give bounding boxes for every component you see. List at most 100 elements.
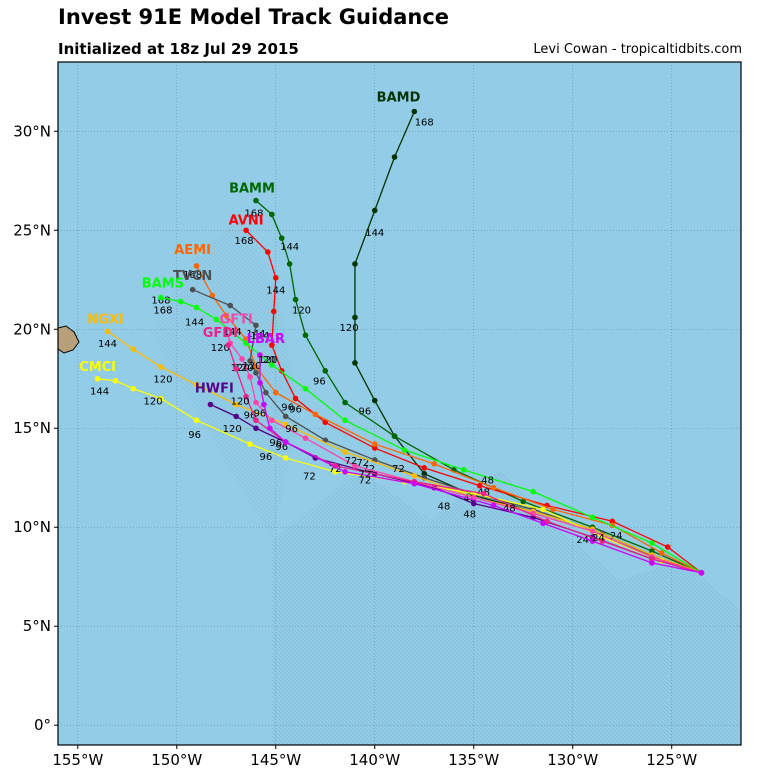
track-point: [649, 556, 655, 562]
track-point: [599, 538, 606, 544]
track-line: [255, 200, 702, 574]
forecast-hour-label: 144: [90, 387, 109, 398]
track-point: [589, 528, 596, 534]
y-tick-label: 0°: [34, 716, 51, 734]
track-point: [421, 465, 428, 471]
track-point: [391, 154, 398, 160]
track-point: [421, 470, 428, 477]
track-point: [253, 197, 259, 204]
forecast-hour-label: 48: [438, 501, 451, 512]
track-point: [269, 417, 275, 424]
track-point: [233, 366, 239, 372]
track-point: [193, 417, 200, 424]
track-point: [476, 482, 483, 489]
track-point: [193, 263, 200, 269]
track-point: [243, 336, 249, 342]
track-point: [247, 373, 253, 380]
track-point: [272, 274, 279, 281]
track-point: [253, 399, 259, 406]
track-point: [265, 249, 271, 255]
forecast-hour-label: 120: [231, 396, 250, 407]
forecast-hour-label: 120: [153, 375, 172, 386]
track-point: [649, 540, 655, 546]
forecast-hour-label: 144: [266, 286, 285, 297]
forecast-hour-label: 72: [358, 470, 371, 481]
hawaii-island: [58, 325, 80, 354]
forecast-hour-label: 24: [592, 533, 605, 544]
track-point: [490, 484, 497, 491]
track-point: [401, 447, 408, 453]
track-point: [193, 304, 200, 311]
sea-surface-hatch-upper: [150, 220, 300, 540]
forecast-hour-label: 96: [281, 402, 294, 413]
track-point: [223, 312, 230, 319]
x-tick-label: 145°W: [250, 751, 301, 768]
axes: 155°W 150°W 145°W 140°W 135°W 130°W 125°W 0° 5°N…: [13, 122, 697, 768]
y-tick-label: 30°N: [13, 122, 51, 140]
chart-title: Invest 91E Model Track Guidance: [58, 5, 450, 29]
track-point: [233, 413, 239, 420]
track-point: [352, 314, 358, 321]
track-line: [196, 265, 702, 574]
x-tick-label: 130°W: [547, 751, 598, 768]
forecast-hour-label: 96: [313, 377, 326, 388]
track-point: [589, 538, 596, 544]
track-point: [253, 364, 259, 370]
track-point: [352, 261, 358, 267]
track-point: [223, 326, 230, 333]
forecast-hour-label: 168: [235, 236, 254, 247]
track-point: [540, 520, 546, 527]
track-point: [213, 316, 220, 323]
forecast-hour-label: 120: [235, 363, 254, 374]
y-tick-label: 20°N: [13, 320, 51, 338]
track-point: [589, 514, 596, 521]
forecast-hour-label: 96: [269, 438, 282, 449]
track-point: [470, 494, 477, 501]
forecast-hour-label: 24: [576, 535, 589, 546]
y-tick-label: 10°N: [13, 518, 51, 536]
forecast-hour-label: 144: [246, 329, 265, 340]
track-point: [352, 463, 358, 469]
track-point: [342, 449, 348, 455]
track-aemi: 168 144 120: [183, 263, 705, 576]
track-point: [332, 469, 338, 475]
track-point: [282, 413, 289, 420]
forecast-hour-label: 144: [98, 339, 117, 350]
track-point: [391, 433, 398, 439]
track-point: [292, 296, 299, 303]
track-point: [411, 480, 418, 487]
model-name-label: HWFI: [195, 382, 234, 397]
track-point: [461, 467, 467, 473]
forecast-hour-label: 96: [358, 406, 371, 417]
model-name-label: AVNI: [229, 213, 264, 228]
x-tick-label: 125°W: [646, 751, 697, 768]
forecast-hour-label: 168: [183, 270, 202, 281]
track-point: [272, 389, 279, 396]
x-tick-label: 135°W: [448, 751, 499, 768]
track-point: [480, 490, 487, 497]
forecast-hour-label: 48: [481, 476, 494, 487]
track-line: [259, 354, 702, 574]
track-point: [540, 506, 546, 513]
forecast-hour-label: 144: [280, 242, 299, 253]
track-point: [649, 560, 655, 566]
model-name-label: BAMM: [229, 182, 275, 197]
track-point: [243, 340, 249, 346]
track-lbar: 120 96 72 48 24: [257, 352, 705, 576]
track-point: [659, 550, 665, 556]
track-point: [342, 399, 348, 406]
forecast-hour-label: 120: [231, 363, 250, 374]
track-point: [371, 441, 378, 447]
forecast-hour-label: 72: [392, 464, 405, 475]
track-point: [104, 328, 111, 335]
track-point: [520, 498, 527, 505]
track-point: [490, 502, 497, 509]
x-tick-label: 155°W: [52, 751, 103, 768]
track-point: [282, 455, 289, 461]
forecast-hour-label: 96: [275, 442, 288, 453]
forecast-hour-label: 48: [503, 503, 516, 514]
forecast-hour-label: 72: [345, 456, 358, 467]
track-point: [253, 425, 259, 432]
forecast-hour-label: 144: [250, 331, 269, 342]
